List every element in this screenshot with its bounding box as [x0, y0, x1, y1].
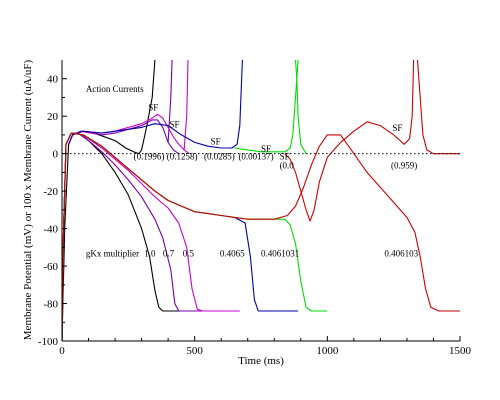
y-tick-label: -100 [38, 336, 59, 348]
y-axis-label: Membrane Potential (mV) or 100 x Membran… [22, 59, 34, 340]
chart-annotation: SF [148, 103, 158, 113]
y-tick-label: 20 [47, 111, 59, 123]
chart-annotation: SF [392, 123, 402, 133]
series-1-potential-line [62, 132, 195, 341]
y-tick-label: 0 [53, 149, 59, 161]
chart-annotation: SF [169, 119, 179, 129]
series-6-action-current-line [416, 60, 460, 155]
chart-annotation: (0.959) [391, 161, 417, 171]
chart-annotation: (0.0 [280, 161, 295, 171]
chart-annotation: (0.0285) [204, 151, 235, 161]
y-tick-label: -20 [43, 186, 58, 198]
y-tick-label: -80 [43, 299, 58, 311]
chart-annotation: SF [211, 136, 221, 146]
y-tick-label: 40 [47, 74, 59, 86]
series-1-current-line [62, 130, 140, 341]
series-4-current-line [68, 60, 243, 149]
x-axis-label: Time (ms) [238, 355, 284, 367]
x-tick-label: 1000 [316, 345, 339, 357]
chart-annotation: (0.1996) [134, 151, 165, 161]
series-6-potential-line [62, 132, 460, 341]
annotations-layer: Action Currents SF SF SF SF SF SF (0.1996) (0.12… [86, 84, 419, 259]
x-tick-label: 0 [59, 345, 65, 357]
series-4-potential-line [62, 132, 299, 341]
series-layer [62, 60, 460, 341]
chart-annotation: Action Currents [86, 84, 144, 94]
chart-annotation: 0.4061031 [261, 249, 299, 259]
chart-annotation: 0.406103 [384, 249, 418, 259]
series-3-action-current-line [183, 60, 189, 150]
series-2-potential-line [62, 132, 211, 341]
x-tick-label: 1500 [449, 345, 472, 357]
series-3-current-line [68, 113, 190, 155]
chart-annotation: 1.0 [144, 249, 156, 259]
axes-layer [61, 60, 460, 342]
y-tick-label: -60 [43, 261, 58, 273]
chart-annotation: 0.4065 [220, 249, 245, 259]
series-2-action-current-line [167, 60, 173, 143]
series-5-action-current-line [294, 60, 307, 154]
chart-annotation: (0.1258) [167, 151, 198, 161]
chart-annotation: gKx multiplier [86, 249, 139, 259]
series-3-potential-line [62, 132, 240, 341]
chart-annotation: 0.5 [183, 249, 195, 259]
chart-annotation: SF [261, 144, 271, 154]
series-5-current-line [234, 60, 299, 153]
x-tick-label: 500 [186, 345, 203, 357]
ticks-layer: 0 500 1000 1500 -100 -80 -60 -40 -20 0 20 40 [38, 74, 472, 357]
chart-annotation: 0.7 [163, 249, 175, 259]
chart-annotation: (0.00137) [238, 151, 273, 161]
series-6-current-line [284, 60, 415, 222]
chart-annotation: SF [280, 151, 290, 161]
y-tick-label: -40 [43, 224, 58, 236]
